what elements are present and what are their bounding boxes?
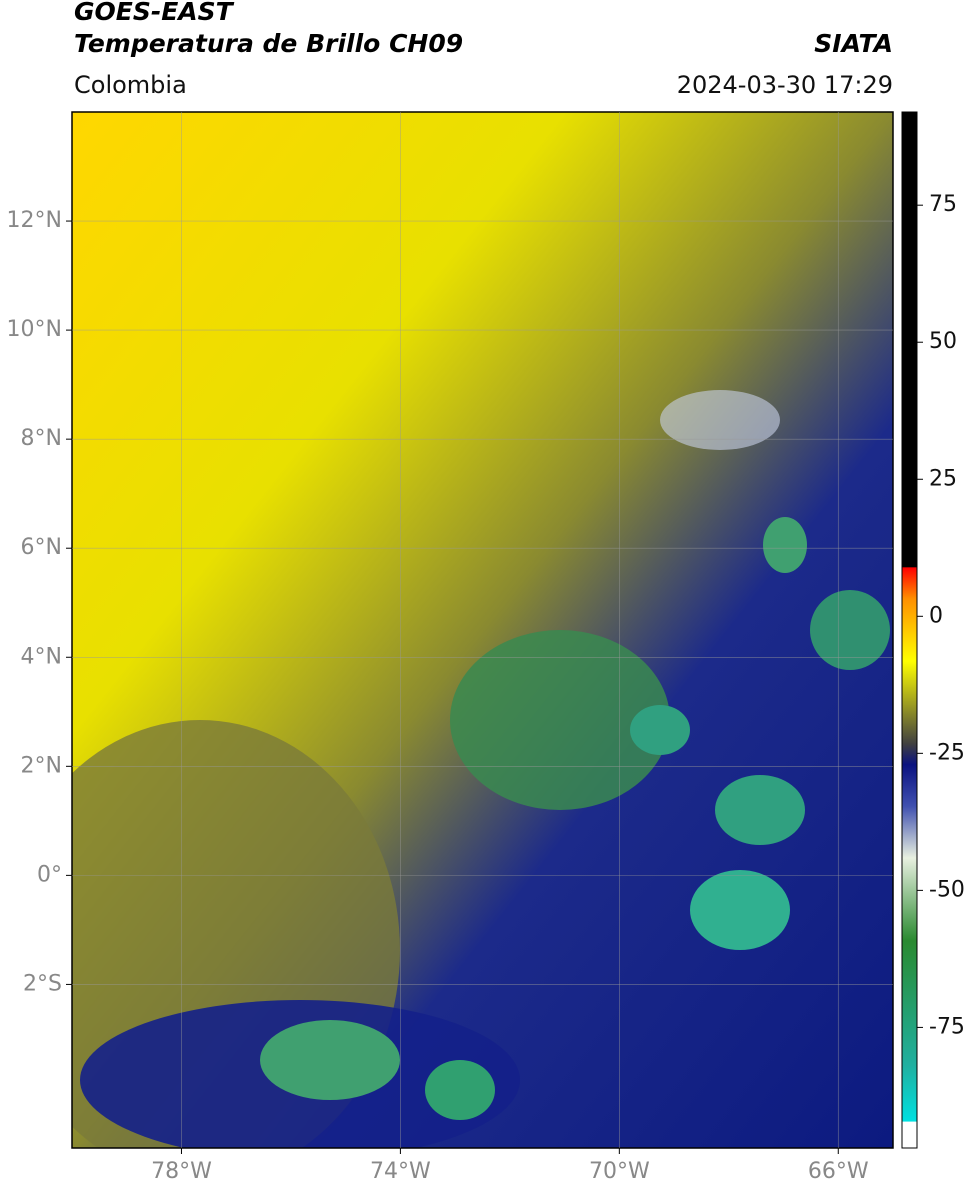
colorbar-tick-label: 25 bbox=[929, 466, 957, 491]
colorbar bbox=[901, 111, 918, 1149]
y-tick-label: 8°N bbox=[21, 426, 62, 451]
y-tick-label: 12°N bbox=[7, 208, 62, 233]
y-tick-label: 0° bbox=[37, 862, 62, 887]
colorbar-tick-label: 50 bbox=[929, 329, 957, 354]
satellite-image bbox=[72, 112, 893, 1148]
colorbar-tick-label: 75 bbox=[929, 192, 957, 217]
x-tick-label: 70°W bbox=[589, 1159, 650, 1184]
product: Temperatura de Brillo CH09 bbox=[74, 29, 463, 58]
colorbar-tick-label: -75 bbox=[929, 1014, 965, 1039]
y-tick-label: 2°S bbox=[23, 971, 62, 996]
y-tick-label: 6°N bbox=[21, 535, 62, 560]
region: Colombia bbox=[74, 71, 187, 99]
x-tick-label: 78°W bbox=[151, 1159, 212, 1184]
colorbar-tick-label: 0 bbox=[929, 603, 943, 628]
satellite: GOES-EAST bbox=[74, 0, 235, 26]
x-tick-label: 66°W bbox=[808, 1159, 869, 1184]
y-tick-label: 2°N bbox=[21, 753, 62, 778]
x-tick-label: 74°W bbox=[370, 1159, 431, 1184]
timestamp: 2024-03-30 17:29 bbox=[677, 71, 893, 99]
y-tick-label: 10°N bbox=[7, 317, 62, 342]
y-tick-label: 4°N bbox=[21, 644, 62, 669]
colorbar-tick-label: -50 bbox=[929, 877, 965, 902]
map-frame bbox=[71, 111, 894, 1149]
source: SIATA bbox=[814, 29, 893, 58]
colorbar-tick-label: -25 bbox=[929, 740, 965, 765]
